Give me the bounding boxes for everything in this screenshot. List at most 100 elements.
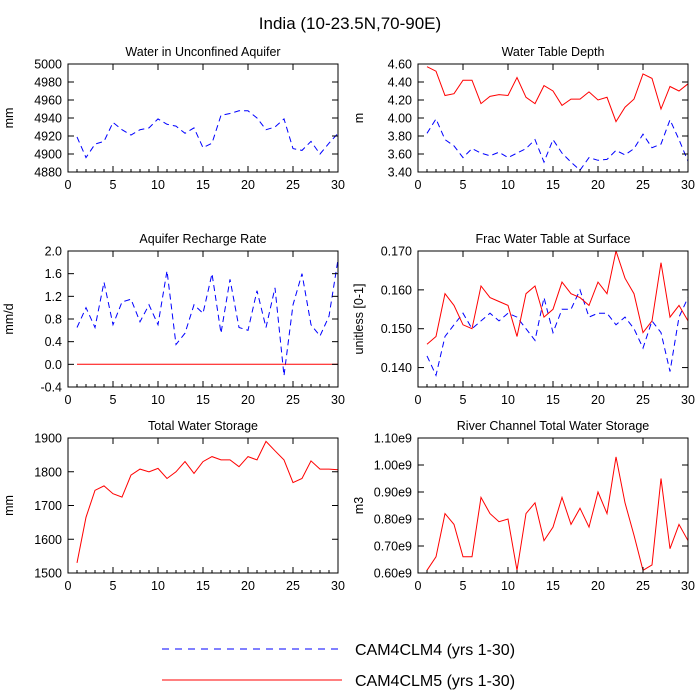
y-axis-label: mm	[2, 495, 16, 516]
x-tick-label: 5	[460, 393, 467, 407]
plot-frame	[417, 437, 689, 574]
y-tick-label: 4.00	[388, 112, 412, 126]
y-axis-label: mm	[2, 108, 16, 129]
x-tick-label: 0	[415, 393, 422, 407]
x-tick-label: 20	[241, 178, 255, 192]
x-tick-label: 25	[286, 393, 300, 407]
x-tick-label: 30	[331, 579, 345, 593]
y-tick-label: 1900	[34, 432, 62, 446]
y-tick-label: 4940	[34, 112, 62, 126]
y-tick-label: 0.170	[381, 245, 412, 259]
y-tick-label: 1.00e9	[374, 459, 412, 473]
y-tick-label: 0.140	[381, 361, 412, 375]
legend: CAM4CLM4 (yrs 1-30) CAM4CLM5 (yrs 1-30)	[162, 642, 515, 690]
y-tick-label: 2.0	[45, 245, 62, 259]
y-tick-label: 5000	[34, 58, 62, 72]
x-tick-label: 10	[151, 393, 165, 407]
chart-total-water-storage: Total Water Storage mm 0 5 10 15 20 25 30 1500 160…	[2, 419, 345, 593]
y-axis-label: unitless [0-1]	[352, 284, 366, 355]
y-tick-label: 4980	[34, 76, 62, 90]
x-tick-label: 10	[501, 579, 515, 593]
x-tick-label: 0	[65, 178, 72, 192]
y-tick-label: 1.10e9	[374, 432, 412, 446]
series-cam4clm4	[76, 110, 338, 159]
y-tick-label: 0.0	[45, 358, 62, 372]
series-cam4clm5	[426, 66, 688, 123]
series-cam4clm4	[76, 259, 338, 376]
y-tick-label: 4880	[34, 166, 62, 180]
plot-frame	[67, 437, 339, 574]
chart-river-channel-total-water-storage: River Channel Total Water Storage m3 0 5 10 1…	[352, 419, 695, 593]
y-tick-label: 0.8	[45, 313, 62, 327]
y-tick-label: 4920	[34, 130, 62, 144]
series-group	[76, 64, 338, 159]
series-group	[426, 251, 688, 377]
x-tick-label: 10	[151, 579, 165, 593]
y-tick-label: 4.60	[388, 58, 412, 72]
x-tick-label: 30	[681, 178, 695, 192]
x-tick-label: 25	[636, 178, 650, 192]
chart-water-in-unconfined-aquifer: Water in Unconfined Aquifer mm 0 5 10 15 20 25 3…	[2, 45, 345, 192]
figure-title: India (10-23.5N,70-90E)	[259, 14, 441, 33]
y-tick-label: 0.70e9	[374, 540, 412, 554]
y-tick-label: 1.2	[45, 290, 62, 304]
chart-water-table-depth: Water Table Depth m 0 5 10 15 20 25 30 3.40 3.60 3.…	[352, 45, 695, 192]
x-tick-label: 0	[415, 579, 422, 593]
x-tick-label: 30	[681, 393, 695, 407]
y-tick-label: 1600	[34, 533, 62, 547]
x-tick-label: 0	[65, 393, 72, 407]
x-tick-label: 20	[241, 393, 255, 407]
chart-title: Water Table Depth	[502, 45, 605, 59]
y-tick-label: 0.80e9	[374, 513, 412, 527]
series-group	[426, 456, 688, 572]
y-tick-label: 3.40	[388, 166, 412, 180]
series-group	[76, 440, 338, 563]
plot-frame	[67, 250, 339, 388]
x-tick-label: 20	[591, 579, 605, 593]
x-tick-label: 20	[591, 393, 605, 407]
chart-title: Frac Water Table at Surface	[476, 232, 631, 246]
y-tick-label: 0.150	[381, 322, 412, 336]
y-tick-label: 0.90e9	[374, 486, 412, 500]
series-cam4clm5	[76, 440, 338, 563]
x-tick-label: 15	[546, 178, 560, 192]
x-tick-label: 15	[196, 178, 210, 192]
x-tick-label: 25	[636, 393, 650, 407]
series-cam4clm5	[426, 251, 688, 345]
plot-frame	[417, 63, 689, 173]
x-tick-label: 10	[501, 178, 515, 192]
plot-frame	[67, 63, 339, 173]
chart-title: Aquifer Recharge Rate	[139, 232, 266, 246]
chart-title: Water in Unconfined Aquifer	[125, 45, 280, 59]
x-tick-label: 15	[546, 579, 560, 593]
x-tick-label: 20	[241, 579, 255, 593]
x-tick-label: 5	[110, 393, 117, 407]
series-group	[426, 66, 688, 171]
chart-title: Total Water Storage	[148, 419, 258, 433]
y-tick-label: 3.60	[388, 148, 412, 162]
x-tick-label: 10	[501, 393, 515, 407]
y-tick-label: 1700	[34, 499, 62, 513]
x-tick-label: 5	[110, 178, 117, 192]
y-tick-label: 4.20	[388, 94, 412, 108]
y-tick-label: 1500	[34, 567, 62, 581]
y-tick-label: 4900	[34, 148, 62, 162]
x-tick-label: 30	[681, 579, 695, 593]
y-tick-label: 4.40	[388, 76, 412, 90]
legend-label-cam4clm5: CAM4CLM5 (yrs 1-30)	[355, 673, 515, 690]
legend-label-cam4clm4: CAM4CLM4 (yrs 1-30)	[355, 642, 515, 659]
x-tick-label: 20	[591, 178, 605, 192]
x-tick-label: 15	[546, 393, 560, 407]
x-tick-label: 10	[151, 178, 165, 192]
chart-frac-water-table-at-surface: Frac Water Table at Surface unitless [0-1…	[352, 232, 695, 407]
y-tick-label: 3.80	[388, 130, 412, 144]
x-tick-label: 15	[196, 393, 210, 407]
x-tick-label: 25	[286, 579, 300, 593]
series-cam4clm4	[426, 117, 688, 171]
series-cam4clm5	[426, 456, 688, 572]
x-tick-label: 0	[65, 579, 72, 593]
x-tick-label: 0	[415, 178, 422, 192]
x-tick-label: 25	[636, 579, 650, 593]
y-tick-label: -0.4	[40, 381, 62, 395]
